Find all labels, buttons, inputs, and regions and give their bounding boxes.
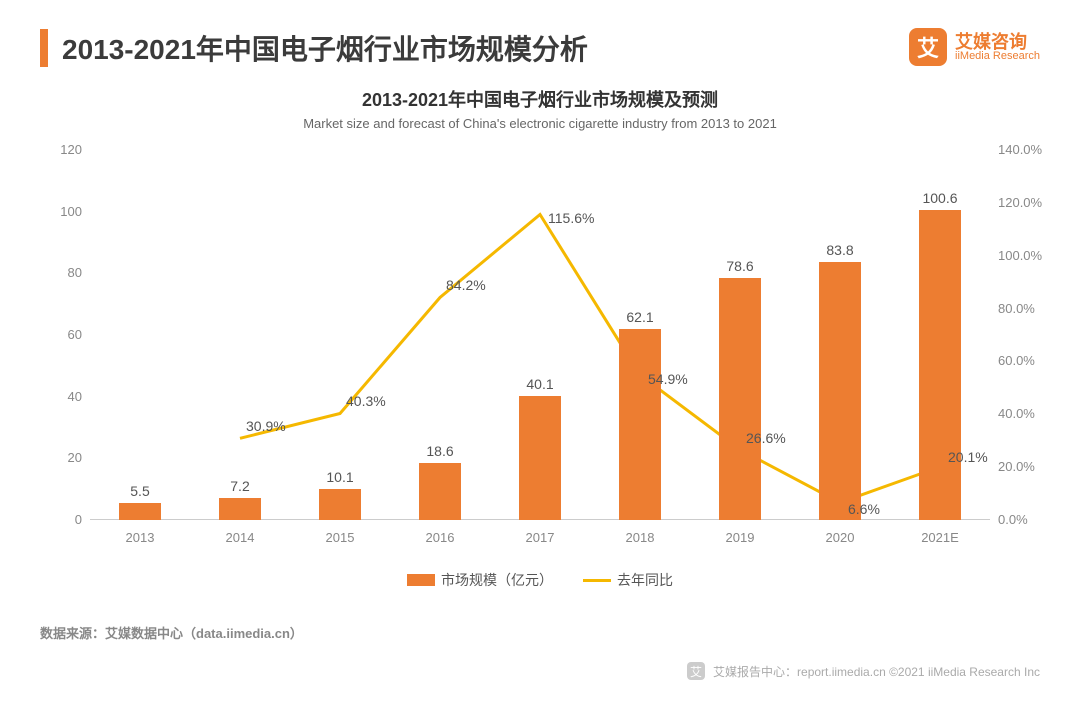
- brand-logo-en: iiMedia Research: [955, 51, 1040, 62]
- bar: [519, 396, 561, 520]
- y-right-tick: 100.0%: [998, 248, 1042, 263]
- chart-title-cn: 2013-2021年中国电子烟行业市场规模及预测: [0, 86, 1080, 112]
- y-left-tick: 100: [60, 204, 82, 219]
- line-value-label: 20.1%: [948, 449, 988, 465]
- bar: [419, 463, 461, 520]
- line-value-label: 6.6%: [848, 501, 880, 517]
- line-value-label: 115.6%: [548, 210, 594, 226]
- line-value-label: 54.9%: [648, 371, 688, 387]
- x-tick-label: 2016: [426, 530, 455, 545]
- bar-value-label: 40.1: [526, 376, 553, 392]
- bar: [119, 503, 161, 520]
- brand-logo: 艾 艾媒咨询 iiMedia Research: [909, 28, 1040, 66]
- y-right-tick: 60.0%: [998, 353, 1035, 368]
- y-left-tick: 40: [68, 389, 82, 404]
- x-tick-label: 2018: [626, 530, 655, 545]
- y-left-tick: 0: [75, 512, 82, 527]
- legend-bar-label: 市场规模（亿元）: [441, 570, 553, 590]
- bar-value-label: 7.2: [230, 478, 249, 494]
- x-tick-label: 2017: [526, 530, 555, 545]
- bar: [619, 329, 661, 520]
- title-accent-bar: [40, 29, 48, 67]
- header: 2013-2021年中国电子烟行业市场规模分析 艾 艾媒咨询 iiMedia R…: [0, 0, 1080, 68]
- y-left-tick: 120: [60, 142, 82, 157]
- footer-logo-icon: 艾: [687, 662, 705, 680]
- y-right-tick: 80.0%: [998, 301, 1035, 316]
- x-tick-label: 2014: [226, 530, 255, 545]
- chart-plot: 0204060801001200.0%20.0%40.0%60.0%80.0%1…: [90, 150, 990, 520]
- legend-line-label: 去年同比: [617, 570, 673, 590]
- bar-value-label: 18.6: [426, 443, 453, 459]
- y-left-tick: 80: [68, 265, 82, 280]
- y-left-tick: 60: [68, 327, 82, 342]
- bar: [719, 278, 761, 520]
- page-title: 2013-2021年中国电子烟行业市场规模分析: [62, 28, 588, 68]
- bar-value-label: 62.1: [626, 309, 653, 325]
- y-left-tick: 20: [68, 450, 82, 465]
- bar: [219, 498, 261, 520]
- y-right-tick: 0.0%: [998, 512, 1028, 527]
- legend-bar: 市场规模（亿元）: [407, 570, 553, 590]
- chart-title-en: Market size and forecast of China's elec…: [0, 116, 1080, 131]
- line-value-label: 30.9%: [246, 418, 286, 434]
- chart-legend: 市场规模（亿元） 去年同比: [0, 570, 1080, 590]
- bar: [819, 262, 861, 520]
- footer-text: 艾媒报告中心：report.iimedia.cn ©2021 iiMedia R…: [713, 663, 1040, 680]
- legend-line: 去年同比: [583, 570, 673, 590]
- bar-value-label: 5.5: [130, 483, 149, 499]
- chart-titles: 2013-2021年中国电子烟行业市场规模及预测 Market size and…: [0, 86, 1080, 131]
- title-block: 2013-2021年中国电子烟行业市场规模分析: [40, 28, 588, 68]
- x-tick-label: 2021E: [921, 530, 959, 545]
- x-tick-label: 2013: [126, 530, 155, 545]
- bar-value-label: 100.6: [922, 190, 957, 206]
- data-source: 数据来源：艾媒数据中心（data.iimedia.cn）: [40, 623, 303, 642]
- line-value-label: 84.2%: [446, 277, 486, 293]
- y-right-tick: 120.0%: [998, 195, 1042, 210]
- x-tick-label: 2020: [826, 530, 855, 545]
- legend-bar-swatch: [407, 574, 435, 586]
- chart-area: 0204060801001200.0%20.0%40.0%60.0%80.0%1…: [50, 150, 1040, 570]
- line-value-label: 26.6%: [746, 430, 786, 446]
- bar-value-label: 10.1: [326, 469, 353, 485]
- bar: [319, 489, 361, 520]
- y-right-tick: 40.0%: [998, 406, 1035, 421]
- legend-line-swatch: [583, 579, 611, 582]
- bar: [919, 210, 961, 520]
- y-right-tick: 20.0%: [998, 459, 1035, 474]
- x-tick-label: 2015: [326, 530, 355, 545]
- x-tick-label: 2019: [726, 530, 755, 545]
- bar-value-label: 83.8: [826, 242, 853, 258]
- y-right-tick: 140.0%: [998, 142, 1042, 157]
- brand-logo-icon: 艾: [909, 28, 947, 66]
- footer: 艾 艾媒报告中心：report.iimedia.cn ©2021 iiMedia…: [687, 662, 1040, 680]
- brand-logo-cn: 艾媒咨询: [955, 33, 1040, 51]
- bar-value-label: 78.6: [726, 258, 753, 274]
- line-value-label: 40.3%: [346, 393, 386, 409]
